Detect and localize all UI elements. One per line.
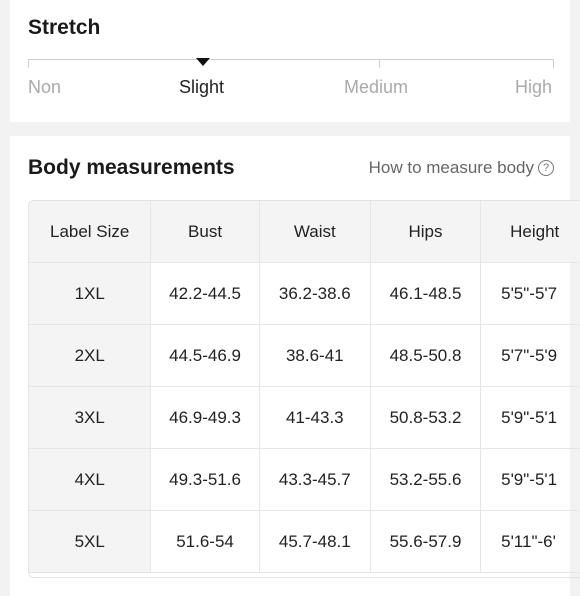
how-to-measure-link[interactable]: How to measure body ? (369, 158, 554, 178)
bust-cell: 51.6-54 (150, 510, 260, 573)
stretch-title: Stretch (28, 16, 101, 39)
size-cell: 2XL (29, 324, 152, 387)
height-cell: 5'11"-6' (480, 510, 580, 573)
size-cell: 5XL (29, 510, 152, 573)
waist-cell: 45.7-48.1 (259, 510, 371, 573)
stretch-section: Stretch Non Slight Medium High (10, 0, 570, 122)
height-cell: 5'5"-5'7 (480, 262, 580, 325)
waist-cell: 43.3-45.7 (259, 448, 371, 511)
size-cell: 4XL (29, 448, 152, 511)
waist-cell: 36.2-38.6 (259, 262, 371, 325)
how-to-measure-label: How to measure body (368, 158, 534, 177)
hips-cell: 55.6-57.9 (370, 510, 482, 573)
stretch-tick-high (553, 59, 554, 68)
question-circle-icon[interactable]: ? (538, 160, 554, 176)
size-table-scroll[interactable]: Label Size Bust Waist Hips Height 1XL 42… (28, 200, 580, 578)
size-cell: 1XL (29, 262, 152, 325)
table-header-row: Label Size Bust Waist Hips Height (29, 201, 580, 263)
column-header-waist: Waist (259, 201, 371, 263)
stretch-tick-medium (379, 59, 380, 68)
height-cell: 5'7"-5'9 (480, 324, 580, 387)
size-table: Label Size Bust Waist Hips Height 1XL 42… (29, 201, 580, 573)
bust-cell: 42.2-44.5 (150, 262, 260, 325)
height-cell: 5'9"-5'1 (480, 448, 580, 511)
bust-cell: 44.5-46.9 (150, 324, 260, 387)
stretch-tick-non (28, 59, 29, 68)
stretch-option-medium: Medium (344, 77, 409, 97)
column-header-hips: Hips (370, 201, 482, 263)
waist-cell: 38.6-41 (259, 324, 371, 387)
column-header-bust: Bust (150, 201, 260, 263)
hips-cell: 46.1-48.5 (370, 262, 482, 325)
stretch-option-high: High (515, 77, 553, 97)
height-cell: 5'9"-5'1 (480, 386, 580, 449)
body-measurements-section: Body measurements How to measure body ? … (10, 136, 580, 596)
column-header-height: Height (480, 201, 580, 263)
stretch-scale-track (28, 59, 554, 60)
body-measurements-title: Body measurements (28, 156, 235, 179)
hips-cell: 53.2-55.6 (370, 448, 482, 511)
table-row: 3XL 46.9-49.3 41-43.3 50.8-53.2 5'9"-5'1 (29, 386, 580, 449)
hips-cell: 48.5-50.8 (370, 324, 482, 387)
waist-cell: 41-43.3 (259, 386, 371, 449)
table-row: 2XL 44.5-46.9 38.6-41 48.5-50.8 5'7"-5'9 (29, 324, 580, 387)
column-header-label-size: Label Size (29, 201, 152, 263)
stretch-option-non: Non (28, 77, 62, 97)
size-cell: 3XL (29, 386, 152, 449)
bust-cell: 46.9-49.3 (150, 386, 260, 449)
hips-cell: 50.8-53.2 (370, 386, 482, 449)
table-row: 5XL 51.6-54 45.7-48.1 55.6-57.9 5'11"-6' (29, 510, 580, 573)
table-row: 1XL 42.2-44.5 36.2-38.6 46.1-48.5 5'5"-5… (29, 262, 580, 325)
table-row: 4XL 49.3-51.6 43.3-45.7 53.2-55.6 5'9"-5… (29, 448, 580, 511)
stretch-pointer-icon (196, 58, 210, 66)
bust-cell: 49.3-51.6 (150, 448, 260, 511)
stretch-option-slight: Slight (179, 77, 225, 97)
